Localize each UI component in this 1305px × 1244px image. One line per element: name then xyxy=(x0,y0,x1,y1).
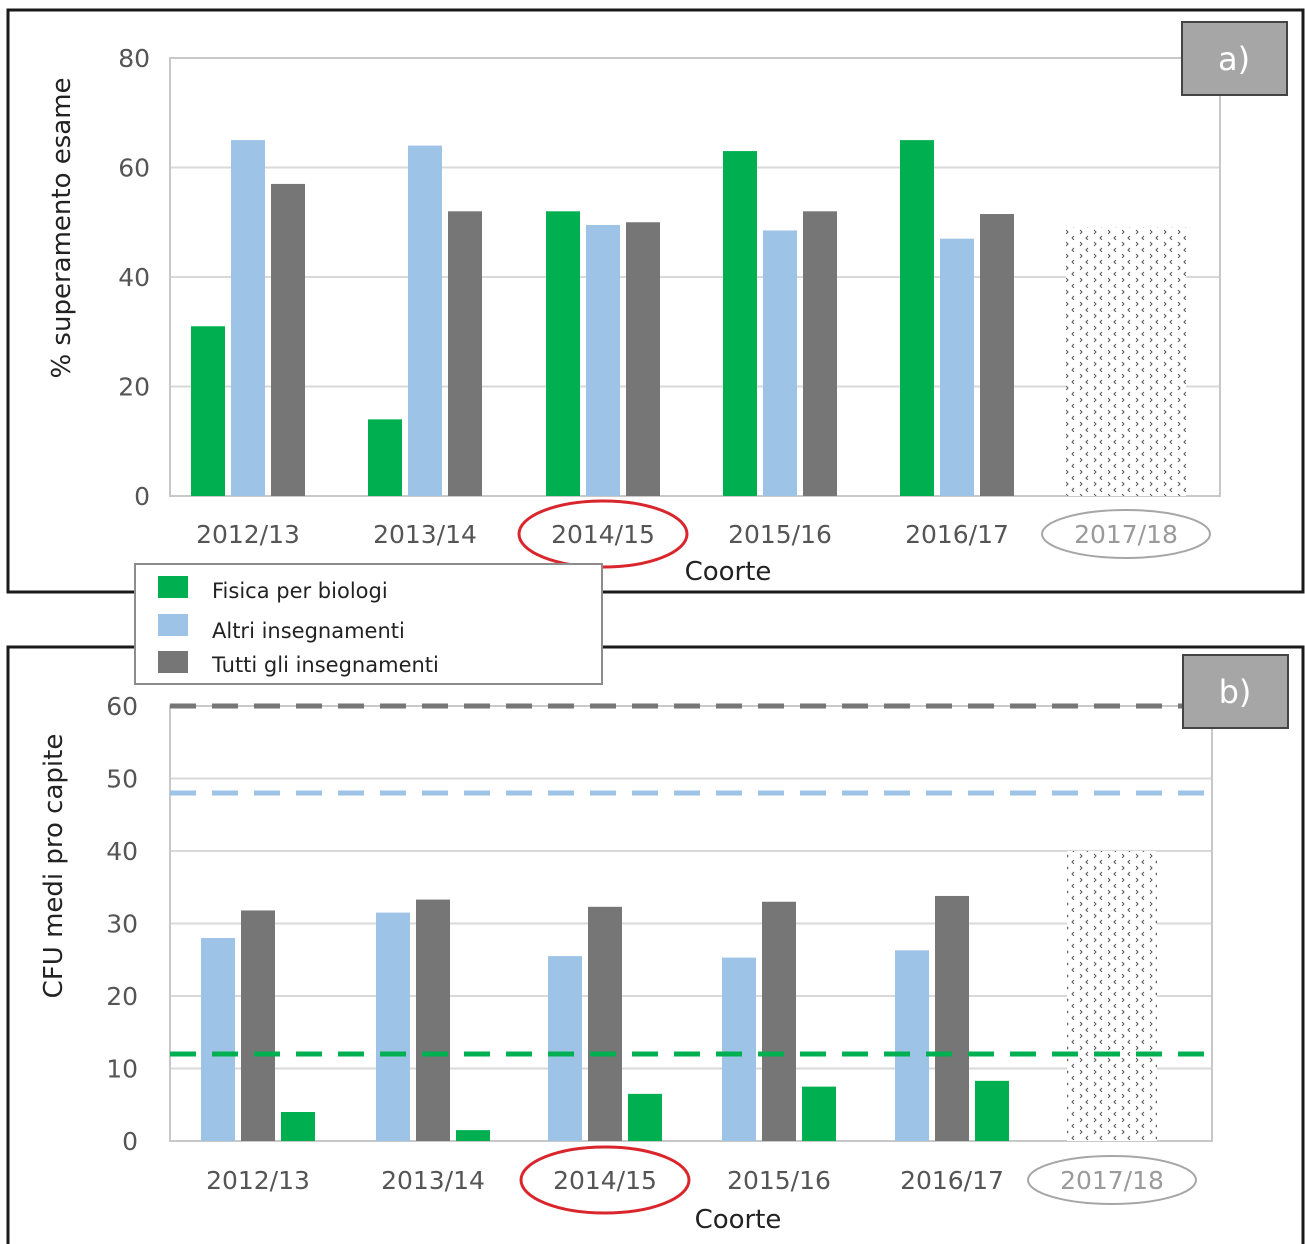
chart-b-y-ticks: 0 10 20 30 40 50 60 xyxy=(106,692,138,1156)
chart-a-bar-altri-insegnamenti-2016-17 xyxy=(940,238,974,497)
chart-b-bar-tutti-gli-insegnamenti-2016-17 xyxy=(935,895,969,1141)
chart-b-bar-tutti-gli-insegnamenti-2014-15 xyxy=(588,906,622,1141)
chart-a-panel-label: a) xyxy=(1218,40,1250,78)
chart-a-x-axis-title: Coorte xyxy=(685,557,772,587)
chart-a-bar-tutti-gli-insegnamenti-2016-17 xyxy=(980,214,1014,496)
chart-a-bars xyxy=(191,140,1014,497)
chart-a-y-tick-label: 80 xyxy=(118,44,150,73)
chart-a-bar-fisica-per-biologi-2016-17 xyxy=(900,140,934,496)
chart-b-bar-fisica-per-biologi-2016-17 xyxy=(975,1080,1009,1141)
chart-b-projection xyxy=(1067,851,1157,1141)
legend: Fisica per biologi Altri insegnamenti Tu… xyxy=(134,563,603,685)
legend-label-fisica: Fisica per biologi xyxy=(212,579,388,603)
chart-b-projection-block xyxy=(1067,851,1157,1141)
chart-a-y-ticks: 0 20 40 60 80 xyxy=(118,44,150,511)
chart-a-projection-block xyxy=(1066,227,1186,496)
chart-b-x-category-label: 2013/14 xyxy=(381,1166,485,1195)
chart-b-bar-fisica-per-biologi-2014-15 xyxy=(628,1093,662,1141)
chart-a-x-categories: 2012/13 2013/14 2014/15 2015/16 2016/17 2017/… xyxy=(196,499,1211,569)
chart-a-x-category-label: 2013/14 xyxy=(373,520,477,549)
chart-b-bar-altri-insegnamenti-2016-17 xyxy=(895,950,929,1141)
chart-b-bar-altri-insegnamenti-2013-14 xyxy=(376,912,410,1141)
chart-b-y-tick-label: 10 xyxy=(106,1055,138,1084)
chart-b-category-circle-2014-15 xyxy=(519,1145,691,1215)
legend-swatch-tutti xyxy=(158,651,188,673)
legend-box xyxy=(134,563,603,685)
chart-b-gridlines xyxy=(170,705,1212,1142)
chart-a-y-tick-label: 0 xyxy=(134,482,150,511)
chart-b-bar-altri-insegnamenti-2012-13 xyxy=(201,938,235,1141)
chart-a-bar-tutti-gli-insegnamenti-2012-13 xyxy=(271,183,305,497)
chart-a-x-category-label: 2016/17 xyxy=(905,520,1009,549)
chart-b-bar-tutti-gli-insegnamenti-2015-16 xyxy=(762,901,796,1141)
chart-b-x-category-label: 2012/13 xyxy=(206,1166,310,1195)
legend-swatch-fisica xyxy=(158,576,188,598)
chart-b-bar-fisica-per-biologi-2012-13 xyxy=(281,1112,315,1141)
chart-a-bar-fisica-per-biologi-2014-15 xyxy=(546,211,580,497)
chart-b-y-tick-label: 20 xyxy=(106,982,138,1011)
chart-b-panel-label: b) xyxy=(1219,673,1252,711)
chart-b-y-axis-title: CFU medi pro capite xyxy=(39,734,69,999)
chart-a-x-category-label: 2017/18 xyxy=(1074,520,1178,549)
chart-b-x-category-label: 2017/18 xyxy=(1060,1166,1164,1195)
legend-label-tutti: Tutti gli insegnamenti xyxy=(211,653,439,677)
chart-a-bar-tutti-gli-insegnamenti-2013-14 xyxy=(448,211,482,497)
chart-a-x-category-label: 2014/15 xyxy=(551,520,655,549)
chart-b-x-category-label: 2014/15 xyxy=(553,1166,657,1195)
chart-a-plot-frame xyxy=(169,57,1221,497)
chart-a-bar-altri-insegnamenti-2013-14 xyxy=(408,145,442,496)
chart-b-x-categories: 2012/13 2013/14 2014/15 2015/16 2016/17 2017/… xyxy=(206,1145,1197,1215)
chart-b-x-category-label: 2015/16 xyxy=(727,1166,831,1195)
chart-b-bar-tutti-gli-insegnamenti-2013-14 xyxy=(416,899,450,1141)
chart-b-reference-lines xyxy=(170,703,1212,1057)
chart-b-y-tick-label: 50 xyxy=(106,765,138,794)
chart-a-bar-fisica-per-biologi-2015-16 xyxy=(723,151,757,496)
chart-b-y-tick-label: 40 xyxy=(106,837,138,866)
chart-b-bars xyxy=(201,895,1009,1141)
chart-b-category-circle-2017-18 xyxy=(1027,1155,1197,1205)
chart-a-category-circle-2017-18 xyxy=(1041,509,1211,559)
chart-a-panel-tag: a) xyxy=(1181,21,1288,96)
chart-b-bar-fisica-per-biologi-2015-16 xyxy=(802,1086,836,1141)
chart-a-x-category-label: 2012/13 xyxy=(196,520,300,549)
chart-a-y-tick-label: 60 xyxy=(118,154,150,183)
chart-a-bar-altri-insegnamenti-2014-15 xyxy=(586,224,620,497)
panel-a-frame xyxy=(6,8,1305,594)
chart-b-bar-altri-insegnamenti-2014-15 xyxy=(548,956,582,1141)
chart-a-y-axis-title: % superamento esame xyxy=(47,77,77,378)
chart-b: 0 10 20 30 40 50 60 2012/13 2013/14 2014/15 2015/… xyxy=(39,654,1289,1235)
chart-a-projection xyxy=(1066,227,1186,496)
chart-b-bar-altri-insegnamenti-2015-16 xyxy=(722,957,756,1141)
chart-a-gridlines xyxy=(170,57,1220,497)
legend-label-altri: Altri insegnamenti xyxy=(212,619,405,643)
chart-a-x-category-label: 2015/16 xyxy=(728,520,832,549)
chart-a-bar-tutti-gli-insegnamenti-2015-16 xyxy=(803,211,837,497)
chart-a-bar-fisica-per-biologi-2012-13 xyxy=(191,326,225,496)
chart-a-y-tick-label: 40 xyxy=(118,263,150,292)
chart-b-x-category-label: 2016/17 xyxy=(900,1166,1004,1195)
chart-b-bar-tutti-gli-insegnamenti-2012-13 xyxy=(241,910,275,1141)
chart-b-x-axis-title: Coorte xyxy=(695,1205,782,1235)
chart-a-bar-fisica-per-biologi-2013-14 xyxy=(368,419,402,496)
chart-a-y-tick-label: 20 xyxy=(118,373,150,402)
legend-swatch-altri xyxy=(158,614,188,636)
chart-a-bar-altri-insegnamenti-2015-16 xyxy=(763,230,797,496)
chart-b-y-tick-label: 60 xyxy=(106,692,138,721)
chart-b-y-tick-label: 30 xyxy=(106,910,138,939)
chart-a-bar-tutti-gli-insegnamenti-2014-15 xyxy=(626,222,660,496)
chart-b-panel-tag: b) xyxy=(1182,654,1289,729)
chart-a-bar-altri-insegnamenti-2012-13 xyxy=(231,140,265,496)
chart-b-y-tick-label: 0 xyxy=(122,1127,138,1156)
chart-b-bar-fisica-per-biologi-2013-14 xyxy=(456,1130,490,1141)
panel-b-frame xyxy=(6,645,1305,1244)
